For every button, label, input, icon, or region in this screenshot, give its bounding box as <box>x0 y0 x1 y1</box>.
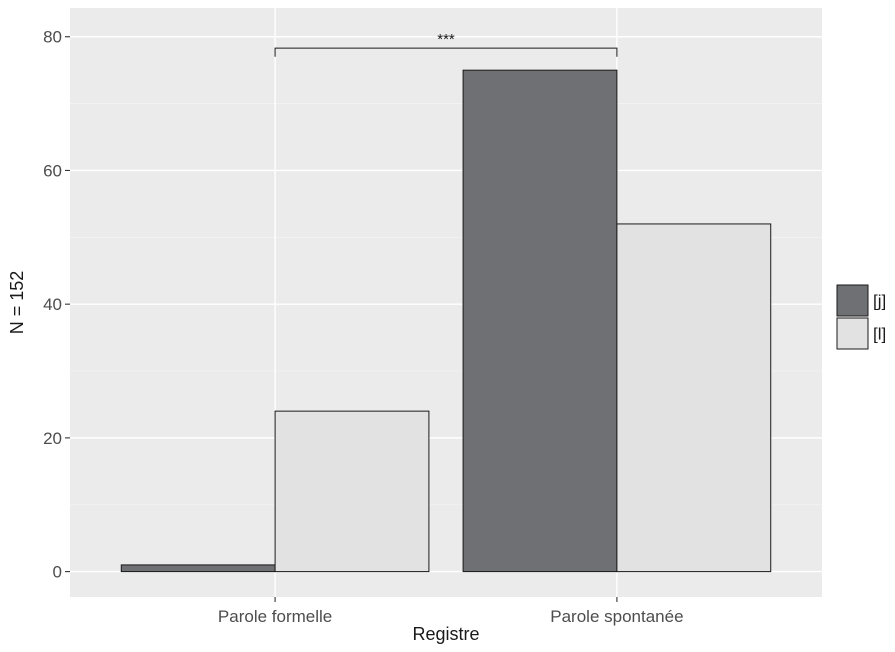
significance-annotation: *** <box>274 31 618 57</box>
bar <box>120 564 276 573</box>
legend-label: [l] <box>873 325 886 344</box>
x-axis-label: Registre <box>412 624 479 644</box>
y-tick-label: 40 <box>43 295 62 314</box>
y-tick-label: 20 <box>43 429 62 448</box>
legend-label: [j] <box>873 292 886 311</box>
y-axis-label: N = 152 <box>7 271 27 335</box>
legend-key <box>836 284 869 317</box>
bars <box>120 69 772 573</box>
significance-label: *** <box>437 31 455 48</box>
bar <box>616 223 772 573</box>
y-axis: 0 20 40 60 80 <box>43 28 70 582</box>
x-tick-label: Parole spontanée <box>550 607 683 626</box>
legend: [j] [l] <box>836 284 886 350</box>
significance-bracket <box>274 47 618 57</box>
legend-key <box>836 317 869 350</box>
y-tick-label: 0 <box>53 563 62 582</box>
y-tick-label: 80 <box>43 28 62 47</box>
x-axis: Parole formelle Parole spontanée <box>218 597 684 626</box>
x-tick-label: Parole formelle <box>218 607 332 626</box>
bar <box>462 69 618 573</box>
y-tick-label: 60 <box>43 161 62 180</box>
bar <box>274 410 430 573</box>
